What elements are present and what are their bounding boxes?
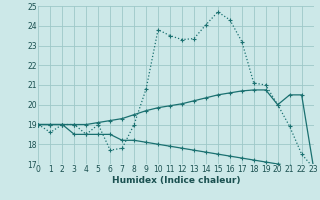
X-axis label: Humidex (Indice chaleur): Humidex (Indice chaleur) (112, 176, 240, 185)
